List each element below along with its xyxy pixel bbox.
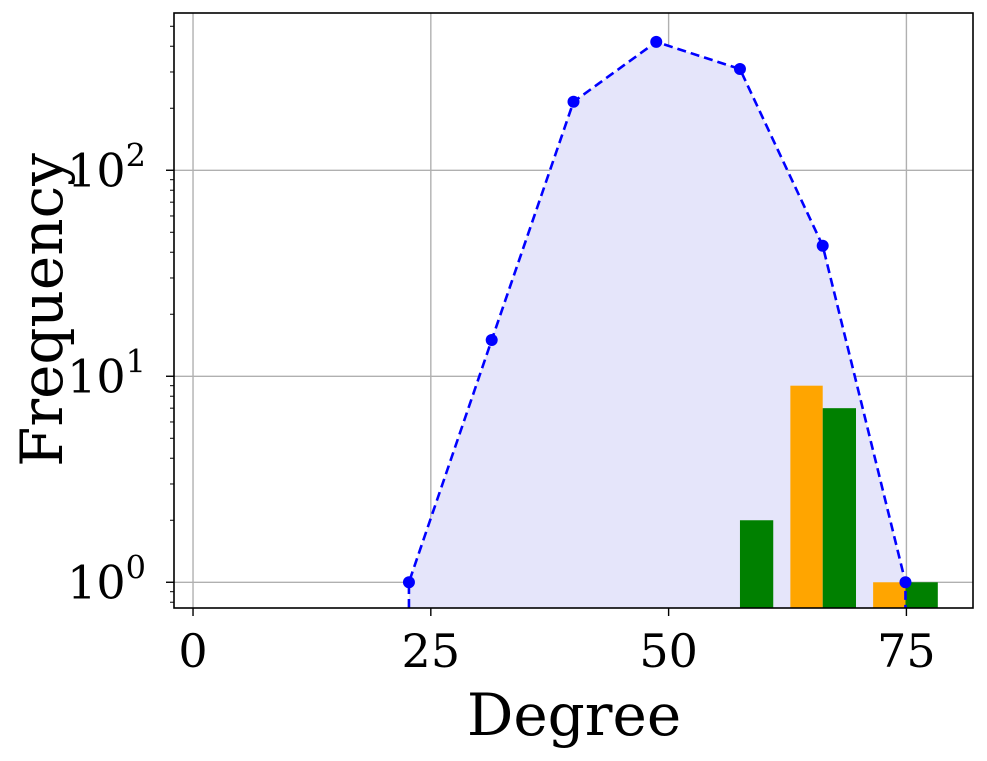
line-area-layer — [408, 41, 906, 608]
x-axis-label: Degree — [467, 681, 681, 749]
bar-layer — [739, 385, 938, 608]
y-tick-label: 100 — [67, 548, 146, 609]
data-point — [485, 333, 498, 346]
bar — [790, 385, 823, 608]
bar — [739, 520, 774, 608]
plot-frame — [173, 12, 974, 609]
data-point — [650, 35, 663, 48]
x-tick-label: 75 — [877, 624, 936, 678]
y-axis-label: Frequency — [8, 153, 76, 467]
tick-layer: 0 25 50 75 100 101 102 — [67, 25, 936, 678]
x-tick-label: 25 — [402, 624, 461, 678]
y-tick-label: 102 — [67, 136, 146, 197]
data-point — [402, 576, 415, 589]
data-point — [567, 95, 580, 108]
x-tick-label: 0 — [178, 624, 207, 678]
line-layer — [402, 35, 912, 608]
data-point — [899, 576, 912, 589]
bar — [822, 408, 857, 608]
bar — [873, 582, 906, 608]
y-tick-label: 101 — [67, 342, 146, 403]
bar — [905, 582, 938, 608]
axes-frame — [173, 12, 974, 609]
data-point — [816, 239, 829, 252]
line-fill-area — [408, 41, 906, 608]
data-point — [733, 63, 746, 76]
x-tick-label: 50 — [639, 624, 698, 678]
